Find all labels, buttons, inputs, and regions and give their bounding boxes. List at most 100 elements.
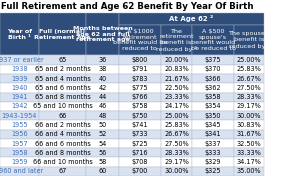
Text: The spouse's
benefit is
reduced by ⁴: The spouse's benefit is reduced by ⁴ <box>228 31 270 49</box>
Text: 1955: 1955 <box>11 122 28 128</box>
Bar <box>234 139 264 148</box>
Bar <box>39 158 86 167</box>
Bar <box>234 120 264 130</box>
Bar <box>161 167 192 176</box>
Bar <box>119 83 161 93</box>
Bar <box>234 83 264 93</box>
Bar <box>192 130 234 139</box>
Text: The
retirement
benefit is
reduced by ³: The retirement benefit is reduced by ³ <box>156 29 197 52</box>
Text: 29.17%: 29.17% <box>164 159 189 165</box>
Text: 33.33%: 33.33% <box>236 150 261 156</box>
Text: $733: $733 <box>132 131 148 137</box>
Text: 54: 54 <box>98 141 107 147</box>
Text: $329: $329 <box>205 159 221 165</box>
Bar <box>192 148 234 158</box>
Text: 25.00%: 25.00% <box>237 57 261 63</box>
Bar <box>192 102 234 111</box>
Text: 27.50%: 27.50% <box>164 141 189 147</box>
Text: $783: $783 <box>132 76 148 82</box>
Bar <box>119 130 161 139</box>
Bar <box>161 102 192 111</box>
Bar <box>86 139 119 148</box>
Text: 34.17%: 34.17% <box>236 159 261 165</box>
Bar <box>119 158 161 167</box>
Bar <box>119 139 161 148</box>
Text: 65 and 10 months: 65 and 10 months <box>32 103 92 109</box>
Bar <box>119 55 161 65</box>
Text: 20.00%: 20.00% <box>164 57 189 63</box>
Text: 65 and 4 months: 65 and 4 months <box>34 76 90 82</box>
Bar <box>86 167 119 176</box>
Bar <box>86 120 119 130</box>
Bar <box>234 148 264 158</box>
Bar <box>192 158 234 167</box>
Bar <box>39 111 86 120</box>
Text: 66 and 4 months: 66 and 4 months <box>34 131 90 137</box>
Bar <box>39 55 86 65</box>
Text: 26.67%: 26.67% <box>164 131 189 137</box>
Text: 38: 38 <box>98 66 107 72</box>
Bar <box>39 93 86 102</box>
Bar <box>0 130 39 139</box>
Bar <box>86 158 119 167</box>
Bar <box>161 111 192 120</box>
Text: $791: $791 <box>132 66 148 72</box>
Text: 36: 36 <box>98 57 107 63</box>
Text: Full (normal)
Retirement Age: Full (normal) Retirement Age <box>34 29 91 40</box>
Text: $354: $354 <box>205 103 221 109</box>
Text: $337: $337 <box>205 141 221 147</box>
Bar <box>192 74 234 83</box>
Text: Full Retirement and Age 62 Benefit By Year Of Birth: Full Retirement and Age 62 Benefit By Ye… <box>1 2 254 11</box>
Bar <box>234 65 264 74</box>
Text: At Age 62 ²: At Age 62 ² <box>169 15 214 22</box>
Text: 21.67%: 21.67% <box>164 76 189 82</box>
Text: $341: $341 <box>205 131 221 137</box>
Text: 1960 and later: 1960 and later <box>0 168 44 174</box>
Bar <box>39 167 86 176</box>
Bar <box>86 74 119 83</box>
Text: 28.33%: 28.33% <box>236 94 261 100</box>
Bar <box>161 139 192 148</box>
Bar <box>0 158 39 167</box>
Bar <box>161 55 192 65</box>
Bar <box>234 167 264 176</box>
Text: 1957: 1957 <box>11 141 28 147</box>
Text: $375: $375 <box>205 57 221 63</box>
Text: 1958: 1958 <box>11 150 28 156</box>
Text: 66 and 8 months: 66 and 8 months <box>34 150 90 156</box>
Bar <box>234 158 264 167</box>
Text: $345: $345 <box>205 122 221 128</box>
Text: $741: $741 <box>132 122 148 128</box>
Text: $700: $700 <box>132 168 148 174</box>
Text: 65: 65 <box>58 57 67 63</box>
Bar <box>86 102 119 111</box>
Bar <box>161 83 192 93</box>
Bar <box>119 111 161 120</box>
Text: Year of
Birth ¹: Year of Birth ¹ <box>7 29 32 40</box>
Text: $775: $775 <box>132 85 148 91</box>
Text: 20.83%: 20.83% <box>164 66 189 72</box>
Bar <box>119 74 161 83</box>
Bar <box>86 83 119 93</box>
Text: 50: 50 <box>98 122 107 128</box>
Bar <box>119 120 161 130</box>
Bar <box>86 130 119 139</box>
Bar <box>0 83 39 93</box>
Text: A $1000
retirement
benefit would be
reduced to: A $1000 retirement benefit would be redu… <box>113 29 167 51</box>
Bar <box>0 148 39 158</box>
Bar <box>234 111 264 120</box>
Bar <box>161 93 192 102</box>
Text: 30.83%: 30.83% <box>236 122 261 128</box>
Bar <box>161 130 192 139</box>
Bar <box>0 102 39 111</box>
Bar <box>192 25 234 55</box>
Text: 65 and 8 months: 65 and 8 months <box>34 94 90 100</box>
Text: $800: $800 <box>132 57 148 63</box>
Text: 1941: 1941 <box>11 94 28 100</box>
Bar <box>0 167 39 176</box>
Text: 44: 44 <box>98 94 107 100</box>
Bar <box>234 55 264 65</box>
Bar <box>192 93 234 102</box>
Text: 24.17%: 24.17% <box>164 103 189 109</box>
Bar <box>39 139 86 148</box>
